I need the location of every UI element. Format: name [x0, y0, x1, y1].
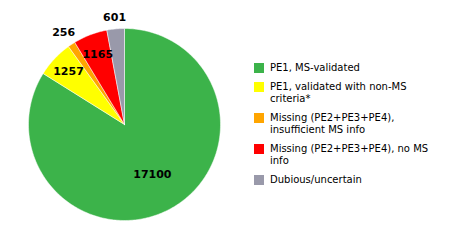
svg-text:601: 601	[103, 11, 126, 24]
html-text:PE1, validated with non-MS cri: PE1, validated with non-MS criteria*	[270, 81, 407, 104]
html-text:Missing (PE2+PE3+PE4), no MS i: Missing (PE2+PE3+PE4), no MS info	[270, 143, 429, 166]
html-text:Dubious/uncertain: Dubious/uncertain	[270, 174, 362, 185]
html-text:Missing (PE2+PE3+PE4), insuffi: Missing (PE2+PE3+PE4), insufficient MS i…	[270, 112, 395, 135]
svg-text:17100: 17100	[133, 168, 172, 181]
svg-text:1257: 1257	[53, 65, 84, 78]
html-text:PE1, MS-validated: PE1, MS-validated	[270, 62, 360, 73]
svg-text:256: 256	[52, 26, 75, 39]
svg-text:1165: 1165	[82, 48, 113, 61]
